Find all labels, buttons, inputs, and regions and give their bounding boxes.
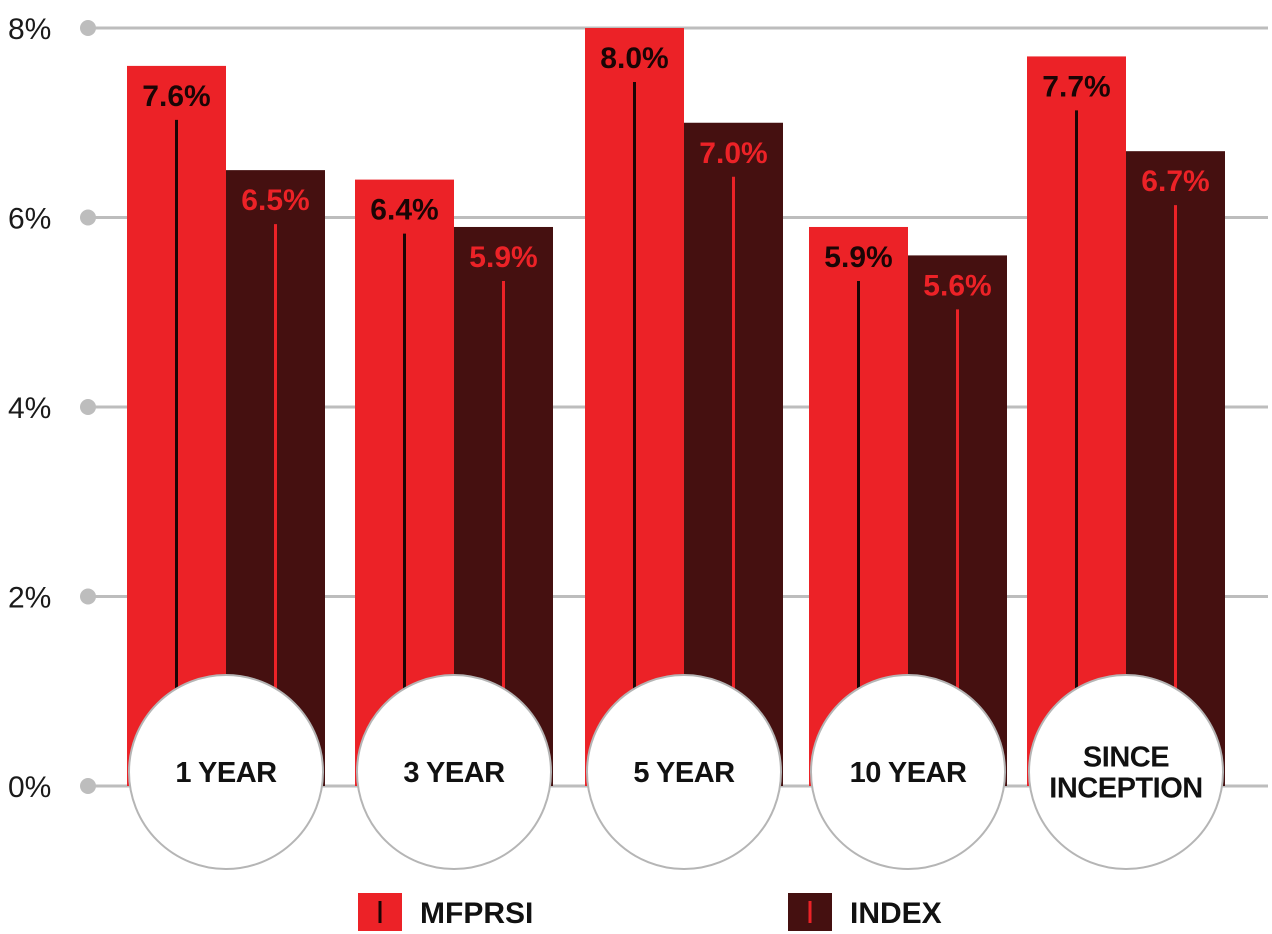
value-label-index-5-year: 7.0% — [699, 137, 767, 170]
y-tick-dot-2 — [80, 588, 96, 605]
value-label-mfprsi-since-inception: 7.7% — [1042, 70, 1110, 103]
category-label-since-inception-line-2: INCEPTION — [1049, 773, 1202, 805]
value-label-index-3-year: 5.9% — [469, 241, 537, 274]
y-tick-label-2: 2% — [8, 582, 51, 615]
value-label-mfprsi-3-year: 6.4% — [370, 194, 438, 227]
category-badge-3-year — [356, 674, 552, 870]
y-tick-dot-4 — [80, 399, 96, 415]
y-tick-label-0: 0% — [8, 771, 51, 804]
category-badge-10-year — [810, 674, 1006, 870]
y-tick-dot-8 — [80, 20, 96, 36]
value-label-index-1-year: 6.5% — [241, 184, 309, 217]
value-label-index-since-inception: 6.7% — [1141, 165, 1209, 198]
y-tick-dot-0 — [80, 778, 96, 794]
category-badge-5-year — [586, 674, 782, 870]
y-tick-label-6: 6% — [8, 203, 51, 236]
value-label-index-10-year: 5.6% — [923, 269, 991, 302]
value-label-mfprsi-1-year: 7.6% — [142, 80, 210, 113]
category-label-since-inception-line-1: SINCE — [1083, 742, 1169, 774]
category-badge-since-inception — [1028, 674, 1224, 870]
category-label-1-year: 1 YEAR — [175, 757, 277, 789]
value-label-mfprsi-10-year: 5.9% — [824, 241, 892, 274]
legend-label-index: INDEX — [850, 897, 942, 930]
legend: MFPRSI INDEX — [358, 893, 942, 931]
y-axis-ticks: 0% 2% 4% 6% 8% — [8, 13, 96, 804]
category-label-10-year: 10 YEAR — [850, 757, 967, 789]
y-tick-dot-6 — [80, 209, 96, 226]
category-label-3-year: 3 YEAR — [403, 757, 505, 789]
value-label-mfprsi-5-year: 8.0% — [600, 42, 668, 75]
bars: 7.6% 6.5% 6.4% 5.9% 8.0% 7.0% 5.9% 5.6% 7.7% 6.7% — [127, 28, 1225, 787]
legend-label-mfprsi: MFPRSI — [420, 897, 533, 930]
y-tick-label-8: 8% — [8, 13, 51, 46]
category-badge-1-year — [128, 674, 324, 870]
y-tick-label-4: 4% — [8, 392, 51, 425]
category-label-5-year: 5 YEAR — [633, 757, 735, 789]
